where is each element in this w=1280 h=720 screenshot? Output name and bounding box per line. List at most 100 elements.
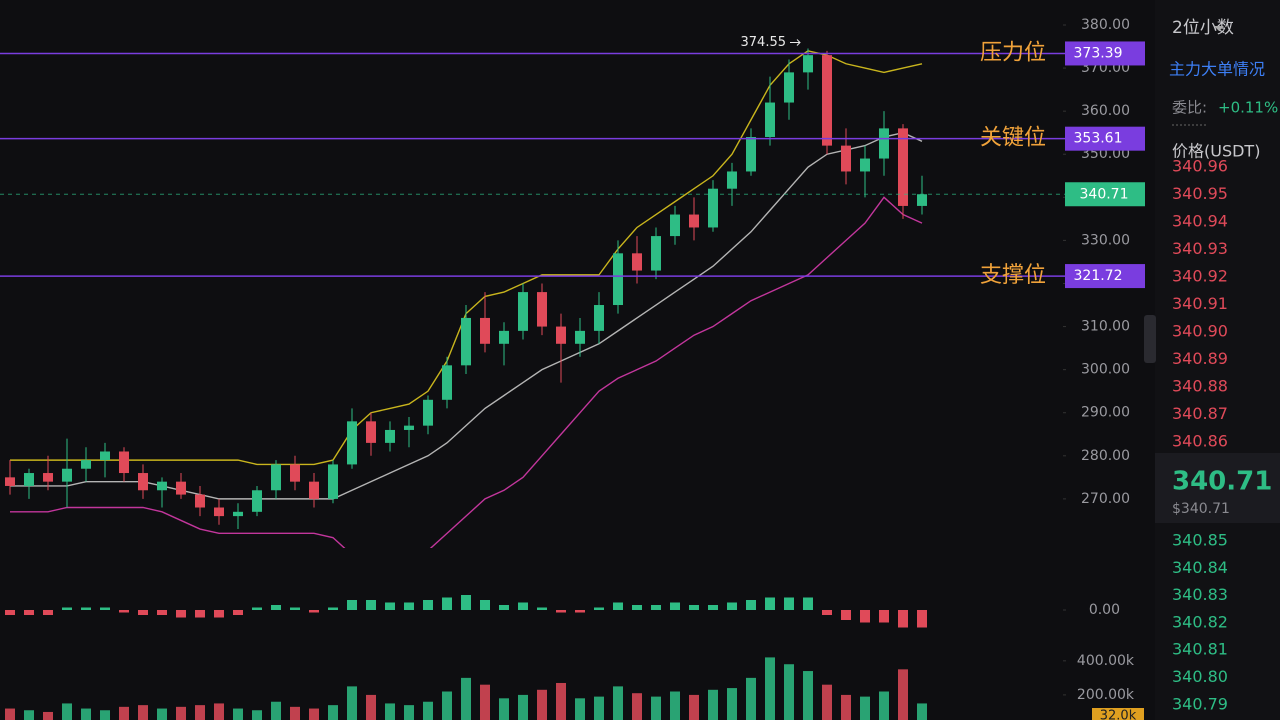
- macd-bar: [556, 610, 566, 613]
- volume-bar: [195, 705, 205, 720]
- macd-bar: [138, 610, 148, 615]
- macd-bar: [784, 597, 794, 610]
- candle-body: [233, 511, 243, 517]
- volume-bar: [879, 691, 889, 720]
- macd-bar: [632, 605, 642, 610]
- macd-bar: [385, 602, 395, 610]
- macd-bar: [518, 602, 528, 610]
- level-label: 压力位: [980, 40, 1046, 65]
- volume-bar: [81, 708, 91, 720]
- volume-bar: [385, 703, 395, 720]
- volume-bar: [366, 694, 376, 720]
- macd-bar: [765, 597, 775, 610]
- candle-body: [898, 128, 908, 206]
- macd-bar: [119, 610, 129, 613]
- candle-body: [347, 421, 357, 465]
- candle-body: [632, 253, 642, 271]
- bid-price: 340.83: [1172, 585, 1228, 604]
- big-orders-link[interactable]: 主力大单情况: [1169, 60, 1265, 79]
- candle-body: [708, 188, 718, 228]
- macd-bar: [81, 607, 91, 610]
- candle-body: [537, 292, 547, 327]
- ticker-box: [1155, 453, 1280, 523]
- ask-price: 340.94: [1172, 212, 1228, 231]
- volume-bar: [556, 682, 566, 720]
- bid-price: 340.79: [1172, 694, 1228, 713]
- scroll-handle[interactable]: [1144, 315, 1156, 363]
- macd-bar: [290, 607, 300, 610]
- macd-tick-label: 0.00: [1089, 602, 1120, 618]
- y-tick-label: 300.00: [1081, 362, 1130, 378]
- candle-body: [480, 317, 490, 344]
- volume-bar: [24, 710, 34, 720]
- candle-body: [290, 464, 300, 482]
- macd-bar: [271, 605, 281, 610]
- macd-bar: [5, 610, 15, 615]
- y-tick-label: 330.00: [1081, 232, 1130, 248]
- macd-bar: [841, 610, 851, 620]
- level-value: 321.72: [1074, 268, 1123, 284]
- ask-price: 340.96: [1172, 157, 1228, 176]
- macd-bar: [404, 602, 414, 610]
- candle-body: [575, 330, 585, 344]
- macd-bar: [461, 595, 471, 610]
- volume-bar: [518, 694, 528, 720]
- y-tick-label: 310.00: [1081, 319, 1130, 335]
- volume-tick-label: 200.00k: [1077, 687, 1135, 703]
- candle-body: [765, 102, 775, 137]
- decimals-select[interactable]: 2位小数: [1172, 18, 1234, 38]
- bid-price: 340.81: [1172, 640, 1228, 659]
- candle-body: [214, 507, 224, 517]
- level-value: 373.39: [1074, 45, 1123, 61]
- candle-body: [860, 158, 870, 172]
- volume-bar: [746, 677, 756, 720]
- macd-bar: [670, 602, 680, 610]
- y-tick-label: 280.00: [1081, 448, 1130, 464]
- candle-body: [328, 464, 338, 499]
- volume-bar: [841, 694, 851, 720]
- candle-body: [670, 214, 680, 237]
- macd-bar: [727, 602, 737, 610]
- volume-bar: [461, 677, 471, 720]
- macd-bar: [613, 602, 623, 610]
- price-header: 价格(USDT): [1172, 142, 1260, 161]
- ask-price: 340.92: [1172, 267, 1228, 286]
- band-line: [10, 196, 923, 548]
- ratio-value: +0.11%: [1218, 99, 1278, 117]
- ask-price: 340.93: [1172, 239, 1228, 258]
- ask-price: 340.89: [1172, 349, 1228, 368]
- level-value: 353.61: [1074, 131, 1123, 147]
- candle-body: [651, 236, 661, 271]
- macd-bar: [803, 597, 813, 610]
- candle-body: [689, 214, 699, 228]
- candle-body: [5, 477, 15, 486]
- candle-body: [803, 55, 813, 73]
- volume-bar: [917, 703, 927, 720]
- ask-price: 340.87: [1172, 404, 1228, 423]
- macd-bar: [651, 605, 661, 610]
- candle-body: [252, 490, 262, 512]
- candle-body: [176, 481, 186, 495]
- volume-bar: [727, 688, 737, 720]
- macd-bar: [328, 607, 338, 610]
- volume-bar: [157, 708, 167, 720]
- macd-bar: [442, 597, 452, 610]
- macd-bar: [233, 610, 243, 615]
- macd-bar: [708, 605, 718, 610]
- candle-body: [746, 137, 756, 172]
- volume-badge: [1092, 708, 1144, 720]
- bid-price: 340.85: [1172, 531, 1228, 550]
- volume-bar: [62, 703, 72, 720]
- volume-bar: [632, 693, 642, 720]
- volume-bar: [5, 708, 15, 720]
- volume-bar: [404, 705, 414, 720]
- macd-bar: [100, 607, 110, 610]
- candle-body: [271, 464, 281, 491]
- volume-bar: [423, 701, 433, 720]
- last-price-value: 340.71: [1080, 186, 1129, 202]
- macd-bar: [347, 600, 357, 610]
- volume-bar: [43, 711, 53, 720]
- volume-bar: [803, 671, 813, 720]
